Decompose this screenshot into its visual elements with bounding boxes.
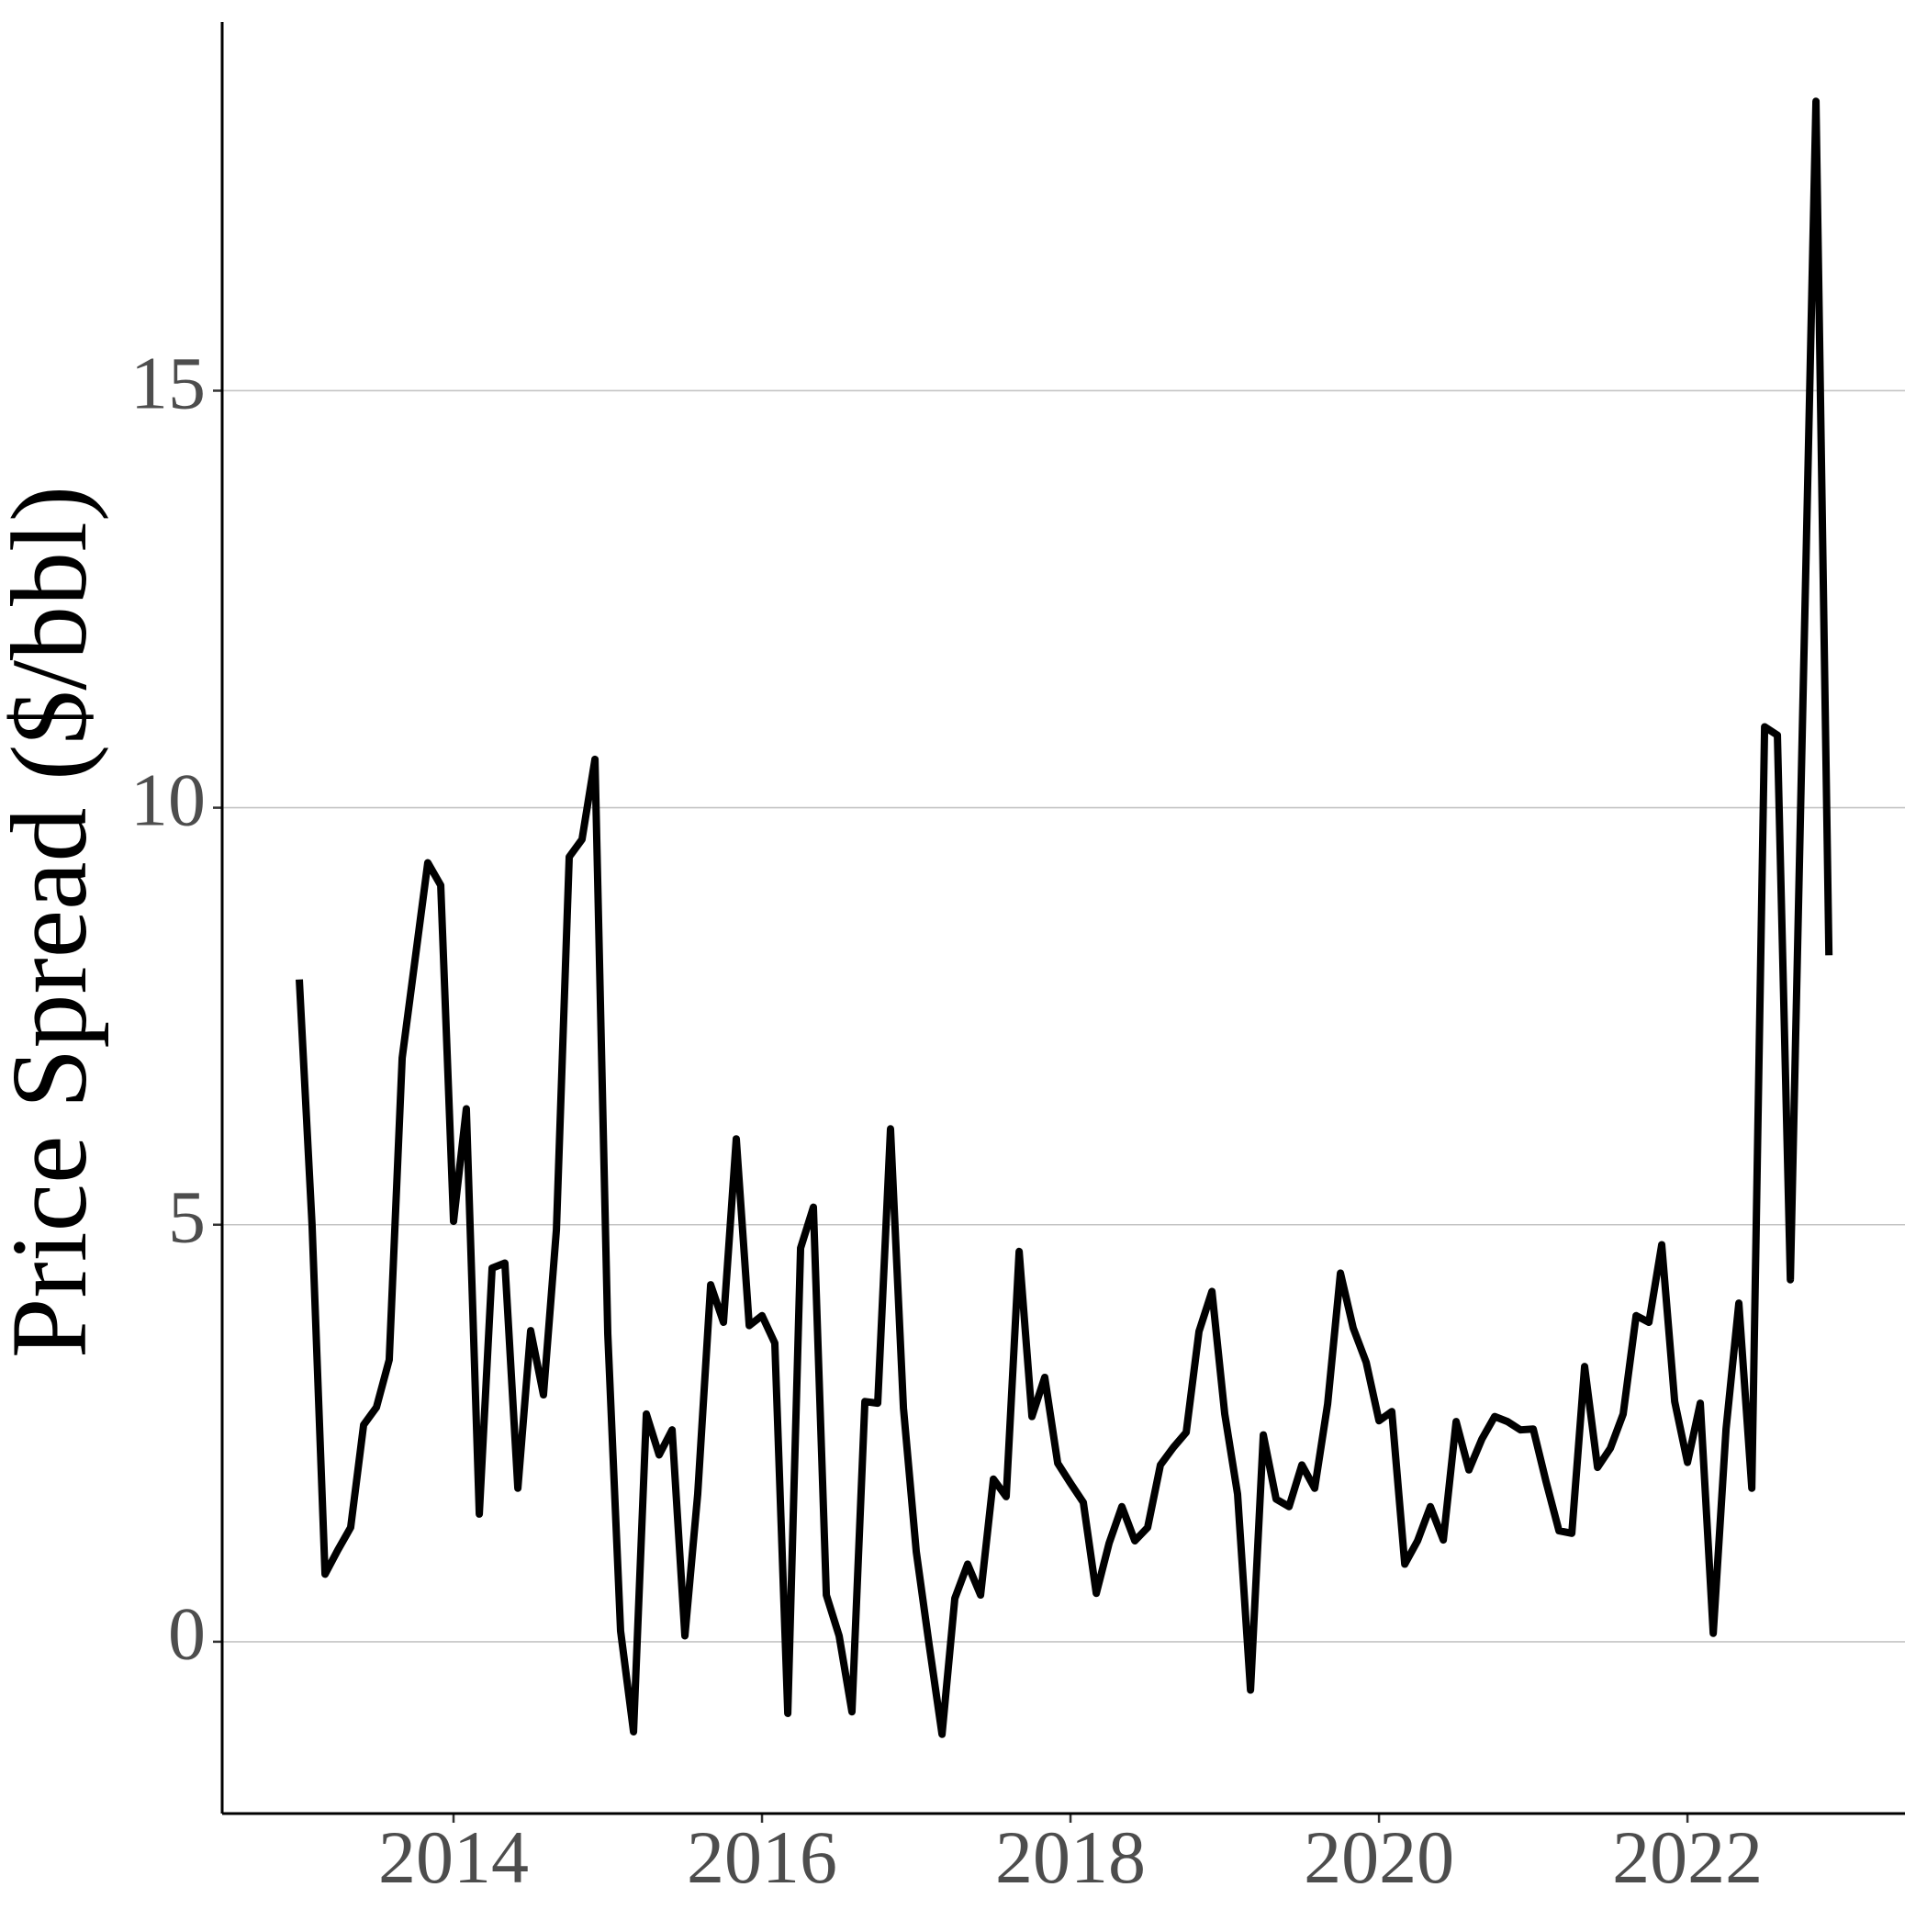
y-axis-title: Price Spread ($/bbl) — [0, 486, 109, 1358]
x-tick-label: 2018 — [995, 1815, 1146, 1899]
x-tick-label: 2022 — [1612, 1815, 1763, 1899]
x-tick-label: 2014 — [378, 1815, 529, 1899]
data-line — [296, 97, 1833, 1738]
y-tick-label: 5 — [168, 1175, 206, 1259]
y-tick-label: 0 — [168, 1592, 206, 1676]
y-tick-label: 15 — [130, 341, 206, 424]
y-tick-label: 10 — [130, 758, 206, 841]
x-tick-label: 2020 — [1304, 1815, 1454, 1899]
x-tick-label: 2016 — [687, 1815, 837, 1899]
